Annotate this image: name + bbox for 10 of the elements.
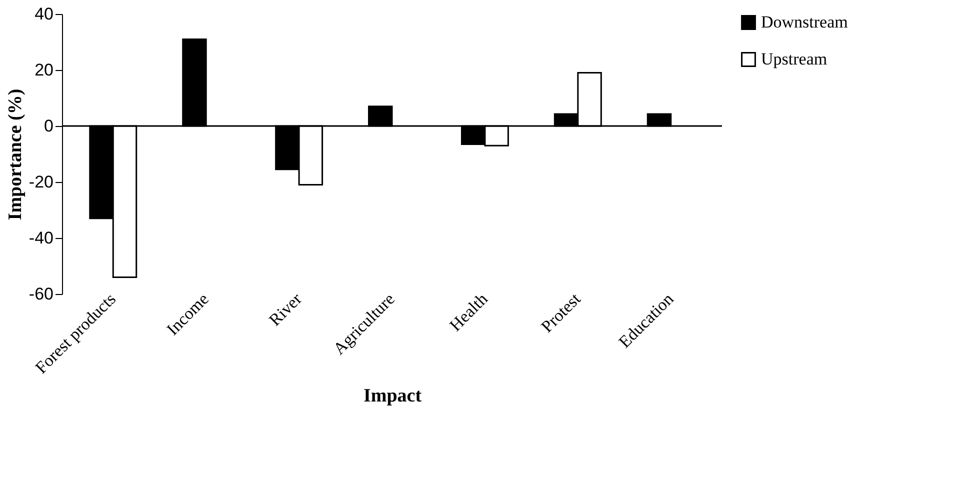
- y-tick-label: -20: [28, 172, 54, 192]
- y-tick-label: 0: [44, 116, 54, 136]
- legend-label: Downstream: [761, 12, 848, 32]
- y-tick-label: -60: [28, 284, 54, 304]
- legend-label: Upstream: [761, 50, 828, 68]
- y-tick-label: 20: [34, 60, 54, 80]
- x-axis-title: Impact: [363, 386, 422, 407]
- y-tick-label: 40: [34, 4, 54, 24]
- y-tick-label: -40: [28, 228, 54, 248]
- y-axis-title: Importance (%): [4, 88, 26, 220]
